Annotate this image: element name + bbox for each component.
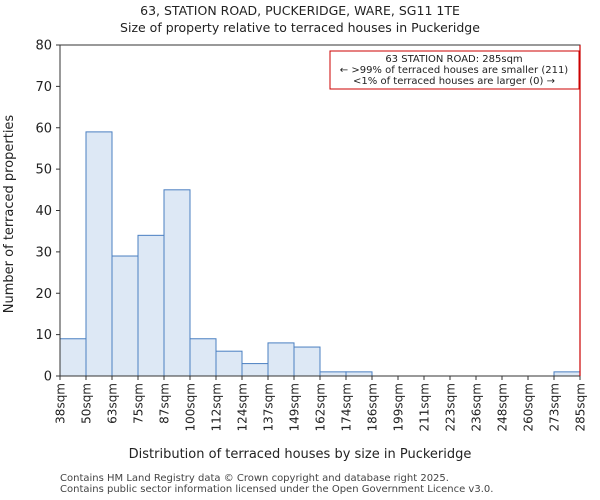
bar-100sqm <box>189 338 217 377</box>
x-tick-label: 199sqm <box>392 383 406 431</box>
bars <box>59 131 581 377</box>
bar-50sqm <box>85 131 113 377</box>
x-tick-label: 162sqm <box>314 383 328 431</box>
y-tick-label: 40 <box>35 204 52 219</box>
x-tick-label: 38sqm <box>54 383 68 424</box>
y-axis-ticks: 0 10 20 30 40 50 60 70 80 <box>35 39 60 385</box>
chart-title: 63, STATION ROAD, PUCKERIDGE, WARE, SG11… <box>140 3 460 18</box>
bar-137sqm <box>267 342 295 377</box>
bar-124sqm <box>241 363 269 377</box>
y-tick-label: 10 <box>35 328 52 343</box>
x-tick-label: 87sqm <box>158 383 172 424</box>
x-tick-label: 236sqm <box>470 383 484 431</box>
x-tick-label: 112sqm <box>210 383 224 431</box>
x-tick-label: 75sqm <box>132 383 146 424</box>
x-tick-label: 211sqm <box>418 383 432 431</box>
bar-273sqm <box>553 371 581 377</box>
x-tick-label: 186sqm <box>366 383 380 431</box>
x-tick-label: 260sqm <box>522 383 536 431</box>
x-axis-ticks: 38sqm 50sqm 63sqm 75sqm 87sqm 100sqm 112sqm 124… <box>54 376 588 431</box>
x-tick-label: 248sqm <box>496 383 510 431</box>
bar-149sqm <box>293 346 321 377</box>
bar-38sqm <box>59 338 87 377</box>
y-tick-label: 30 <box>35 245 52 260</box>
bar-87sqm <box>163 189 191 377</box>
bar-112sqm <box>215 350 243 377</box>
bar-75sqm <box>137 234 165 377</box>
bar-162sqm <box>319 371 347 377</box>
x-tick-label: 137sqm <box>262 383 276 431</box>
x-axis-label: Distribution of terraced houses by size … <box>129 447 472 462</box>
y-tick-label: 80 <box>35 39 52 54</box>
footer-attribution-1: Contains HM Land Registry data © Crown c… <box>60 473 449 484</box>
bar-174sqm <box>345 371 373 377</box>
footer-attribution-2: Contains public sector information licen… <box>60 484 494 495</box>
chart-subtitle: Size of property relative to terraced ho… <box>120 20 480 35</box>
y-tick-label: 20 <box>35 287 52 302</box>
y-axis-label: Number of terraced properties <box>2 115 17 314</box>
x-tick-label: 273sqm <box>548 383 562 431</box>
annotation-frame <box>329 50 580 90</box>
x-tick-label: 285sqm <box>574 383 588 431</box>
x-tick-label: 149sqm <box>288 383 302 431</box>
bar-63sqm <box>111 255 139 377</box>
y-tick-label: 0 <box>44 370 52 385</box>
y-tick-label: 60 <box>35 121 52 136</box>
x-tick-label: 100sqm <box>184 383 198 431</box>
x-tick-label: 50sqm <box>80 383 94 424</box>
x-tick-label: 223sqm <box>444 383 458 431</box>
y-tick-label: 50 <box>35 163 52 178</box>
y-tick-label: 70 <box>35 80 52 95</box>
annotation-line-1: 63 STATION ROAD: 285sqm <box>385 54 522 65</box>
x-tick-label: 174sqm <box>340 383 354 431</box>
x-tick-label: 124sqm <box>236 383 250 431</box>
x-tick-label: 63sqm <box>106 383 120 424</box>
annotation-box: 63 STATION ROAD: 285sqm ← >99% of terrac… <box>329 50 580 90</box>
annotation-line-2: ← >99% of terraced houses are smaller (2… <box>340 65 569 76</box>
annotation-line-3: <1% of terraced houses are larger (0) → <box>353 76 555 87</box>
